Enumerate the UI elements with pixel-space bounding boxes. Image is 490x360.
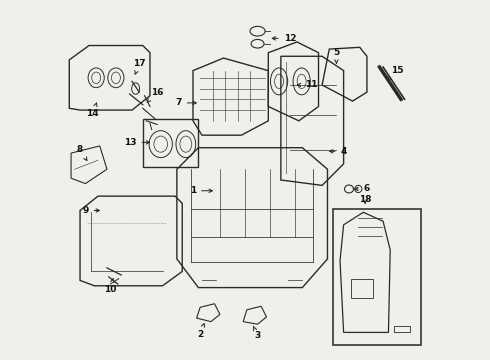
Text: 16: 16 [147,87,163,102]
Text: 13: 13 [124,138,149,147]
Text: 17: 17 [133,59,146,74]
Bar [333,209,421,345]
Text: 10: 10 [104,279,117,294]
Bar [394,326,410,332]
Text: 12: 12 [272,34,296,43]
Text: 2: 2 [197,324,204,339]
Text: 7: 7 [175,98,196,107]
Text: 9: 9 [82,206,99,215]
Text: 14: 14 [86,103,99,118]
Text: 5: 5 [333,48,340,63]
Text: 11: 11 [297,81,318,90]
Text: 3: 3 [253,326,261,341]
Text: 8: 8 [77,145,87,161]
Bar [351,279,373,298]
Text: 18: 18 [359,195,371,204]
Text: 15: 15 [388,66,404,81]
Text: 1: 1 [190,186,212,195]
Text: 6: 6 [355,184,370,193]
Text: 4: 4 [330,147,347,156]
